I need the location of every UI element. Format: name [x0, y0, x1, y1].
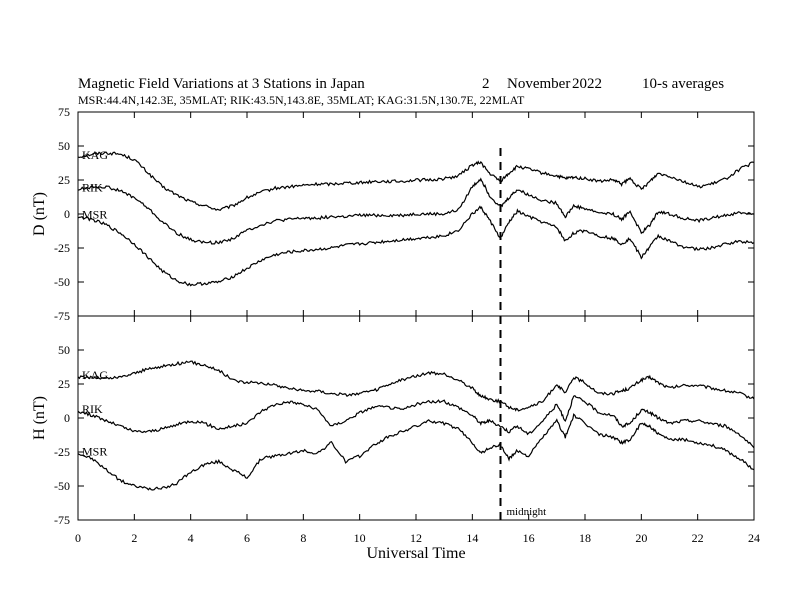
xtick-label: 16 [523, 531, 535, 545]
d-series-msr-line [77, 205, 755, 287]
h-axis-label: H (nT) [31, 396, 48, 440]
h-ytick-label: -75 [54, 513, 70, 527]
d-series-label-rik: RIK [82, 181, 103, 195]
chart-title: Magnetic Field Variations at 3 Stations … [78, 76, 365, 92]
h-series-rik-line [77, 394, 755, 449]
xtick-label: 2 [131, 531, 137, 545]
date-month: November [507, 76, 570, 92]
xtick-label: 20 [635, 531, 647, 545]
h-series-kag-line [77, 360, 755, 412]
d-panel-frame [77, 111, 755, 317]
x-axis-label: Universal Time [366, 545, 465, 562]
d-series-rik-line [77, 177, 755, 245]
midnight-annotation: midnight [507, 506, 547, 518]
xtick-label: 12 [410, 531, 422, 545]
averaging-label: 10-s averages [642, 76, 724, 92]
d-ytick-label: 25 [58, 173, 70, 187]
xtick-label: 10 [354, 531, 366, 545]
xtick-label: 14 [466, 531, 478, 545]
h-ytick-label: -50 [54, 479, 70, 493]
h-ytick-label: -25 [54, 445, 70, 459]
h-ytick-label: 25 [58, 377, 70, 391]
d-ytick-label: -75 [54, 309, 70, 323]
xtick-label: 24 [748, 531, 760, 545]
d-series-kag-line [77, 151, 755, 212]
d-ytick-label: 50 [58, 139, 70, 153]
xtick-label: 18 [579, 531, 591, 545]
d-ytick-label: -25 [54, 241, 70, 255]
d-series-label-msr: MSR [82, 208, 107, 222]
date-year: 2022 [572, 76, 602, 92]
h-ytick-label: 50 [58, 343, 70, 357]
h-series-msr-line [77, 413, 755, 491]
h-panel-frame [77, 315, 755, 521]
h-ytick-label: 0 [64, 411, 70, 425]
xtick-label: 0 [75, 531, 81, 545]
xtick-label: 8 [300, 531, 306, 545]
h-series-label-rik: RIK [82, 402, 103, 416]
xtick-label: 6 [244, 531, 250, 545]
date-day: 2 [482, 76, 490, 92]
h-series-label-msr: MSR [82, 444, 107, 458]
d-series-label-kag: KAG [82, 148, 108, 162]
h-series-label-kag: KAG [82, 368, 108, 382]
station-subtitle: MSR:44.4N,142.3E, 35MLAT; RIK:43.5N,143.… [78, 93, 525, 107]
xtick-label: 22 [692, 531, 704, 545]
d-axis-label: D (nT) [31, 192, 48, 236]
d-ytick-label: 0 [64, 207, 70, 221]
xtick-label: 4 [188, 531, 194, 545]
d-ytick-label: 75 [58, 105, 70, 119]
d-ytick-label: -50 [54, 275, 70, 289]
